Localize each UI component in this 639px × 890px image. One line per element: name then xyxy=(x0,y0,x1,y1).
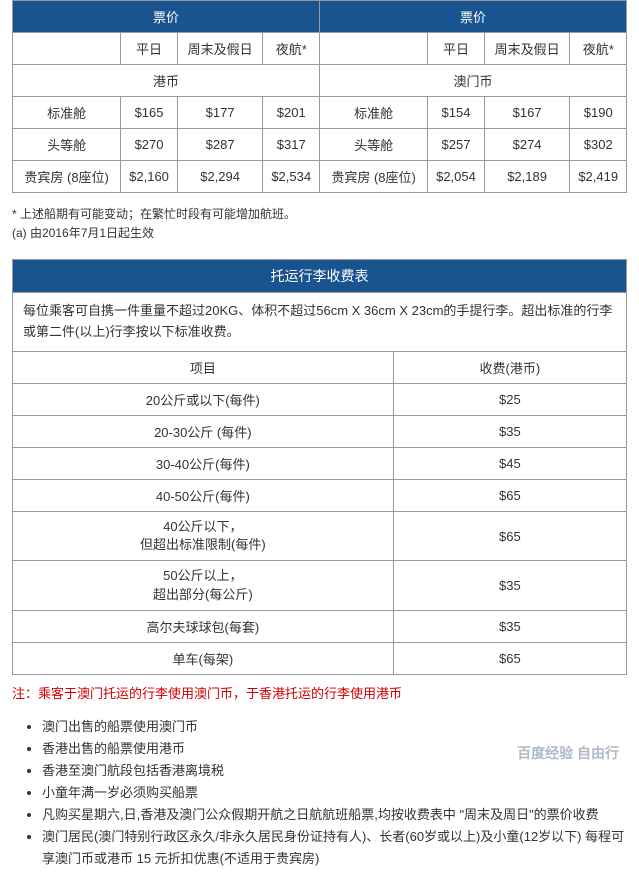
fare-cell: $287 xyxy=(177,129,263,161)
info-bullet: 澳门出售的船票使用澳门币 xyxy=(42,716,627,738)
luggage-item: 40-50公斤(每件) xyxy=(13,479,394,511)
note-1: * 上述船期有可能变动；在繁忙时段有可能增加航班。 xyxy=(12,205,627,224)
info-bullet: 香港至澳门航段包括香港离境税 xyxy=(42,760,627,782)
fare-cell: $2,189 xyxy=(484,161,570,193)
fare-cell: $154 xyxy=(428,97,484,129)
luggage-title: 托运行李收费表 xyxy=(12,259,627,292)
col-weekend-r: 周末及假日 xyxy=(484,33,570,65)
fare-cell: $190 xyxy=(570,97,627,129)
col-weekend-l: 周末及假日 xyxy=(177,33,263,65)
luggage-table: 项目 收费(港币) 20公斤或以下(每件)$2520-30公斤 (每件)$353… xyxy=(12,351,627,675)
luggage-footnote: 注：乘客于澳门托运的行李使用澳门币，于香港托运的行李使用港币 xyxy=(12,683,627,702)
info-bullet: 香港出售的船票使用港币 xyxy=(42,738,627,760)
luggage-fee: $65 xyxy=(393,642,626,674)
fare-notes: * 上述船期有可能变动；在繁忙时段有可能增加航班。 (a) 由2016年7月1日… xyxy=(12,205,627,243)
col-night-l: 夜航* xyxy=(263,33,319,65)
fare-cell: $2,419 xyxy=(570,161,627,193)
luggage-item: 50公斤以上，超出部分(每公斤) xyxy=(13,561,394,610)
col-weekday-l: 平日 xyxy=(121,33,177,65)
luggage-fee: $35 xyxy=(393,561,626,610)
fare-row-label: 头等舱 xyxy=(13,129,121,161)
luggage-item: 30-40公斤(每件) xyxy=(13,447,394,479)
luggage-col-item: 项目 xyxy=(13,351,394,383)
fare-row-label: 贵宾房 (8座位) xyxy=(13,161,121,193)
luggage-fee: $65 xyxy=(393,511,626,560)
luggage-fee: $45 xyxy=(393,447,626,479)
luggage-fee: $35 xyxy=(393,415,626,447)
fare-cell: $165 xyxy=(121,97,177,129)
fare-header-right: 票价 xyxy=(319,1,626,33)
luggage-item: 20公斤或以下(每件) xyxy=(13,383,394,415)
col-night-r: 夜航* xyxy=(570,33,627,65)
col-weekday-r: 平日 xyxy=(428,33,484,65)
fare-cell: $257 xyxy=(428,129,484,161)
fare-cell: $201 xyxy=(263,97,319,129)
luggage-col-fee: 收费(港币) xyxy=(393,351,626,383)
luggage-fee: $65 xyxy=(393,479,626,511)
fare-row-label: 贵宾房 (8座位) xyxy=(319,161,427,193)
fare-cell: $2,054 xyxy=(428,161,484,193)
blank-cell xyxy=(319,33,427,65)
luggage-item: 高尔夫球球包(每套) xyxy=(13,610,394,642)
fare-cell: $2,534 xyxy=(263,161,319,193)
fare-header-left: 票价 xyxy=(13,1,320,33)
info-bullet: 小童年满一岁必须购买船票 xyxy=(42,782,627,804)
info-bullets: 澳门出售的船票使用澳门币香港出售的船票使用港币香港至澳门航段包括香港离境税小童年… xyxy=(12,716,627,871)
currency-hkd: 港币 xyxy=(13,65,320,97)
luggage-desc: 每位乘客可自携一件重量不超过20KG、体积不超过56cm X 36cm X 23… xyxy=(12,292,627,351)
luggage-item: 单车(每架) xyxy=(13,642,394,674)
fare-cell: $2,294 xyxy=(177,161,263,193)
fare-cell: $270 xyxy=(121,129,177,161)
fare-cell: $2,160 xyxy=(121,161,177,193)
fare-cell: $177 xyxy=(177,97,263,129)
fare-cell: $317 xyxy=(263,129,319,161)
fare-cell: $167 xyxy=(484,97,570,129)
currency-mop: 澳门币 xyxy=(319,65,626,97)
info-bullet: 凡购买星期六,日,香港及澳门公众假期开航之日航航班船票,均按收费表中 "周末及周… xyxy=(42,804,627,826)
luggage-fee: $35 xyxy=(393,610,626,642)
fare-row-label: 头等舱 xyxy=(319,129,427,161)
fare-row-label: 标准舱 xyxy=(13,97,121,129)
fare-table: 票价 票价 平日 周末及假日 夜航* 平日 周末及假日 夜航* 港币 澳门币 标… xyxy=(12,0,627,193)
note-2: (a) 由2016年7月1日起生效 xyxy=(12,224,627,243)
luggage-fee: $25 xyxy=(393,383,626,415)
luggage-item: 40公斤以下，但超出标准限制(每件) xyxy=(13,511,394,560)
fare-row-label: 标准舱 xyxy=(319,97,427,129)
luggage-item: 20-30公斤 (每件) xyxy=(13,415,394,447)
fare-cell: $302 xyxy=(570,129,627,161)
info-bullet: 澳门居民(澳门特别行政区永久/非永久居民身份证持有人)、长者(60岁或以上)及小… xyxy=(42,826,627,870)
fare-cell: $274 xyxy=(484,129,570,161)
blank-cell xyxy=(13,33,121,65)
